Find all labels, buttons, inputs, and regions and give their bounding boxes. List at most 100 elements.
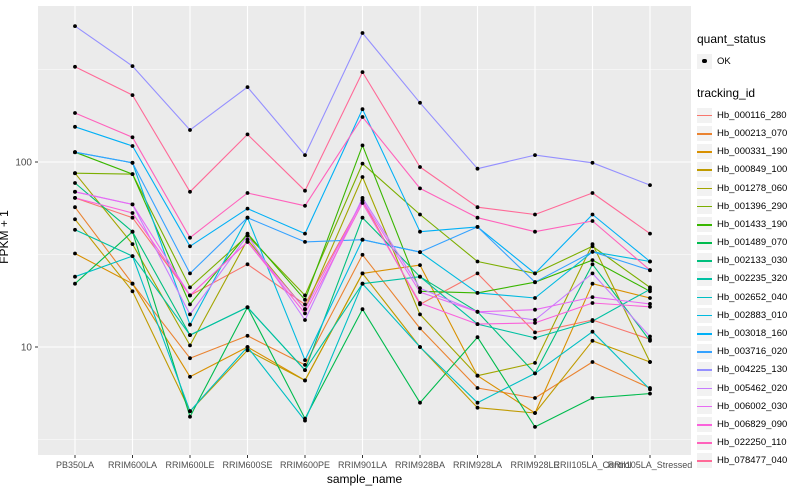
data-point: [188, 409, 192, 414]
data-point: [360, 281, 365, 286]
data-point: [245, 305, 250, 310]
data-point: [360, 161, 365, 166]
data-point: [188, 244, 192, 249]
data-point: [475, 405, 480, 410]
data-point: [245, 345, 250, 349]
data-point: [360, 201, 365, 205]
y-tick-label: 100: [15, 158, 32, 169]
data-point: [73, 281, 77, 286]
data-point: [188, 271, 192, 276]
legend-key-box: [697, 307, 712, 323]
x-tick-label: PB350LA: [56, 460, 94, 470]
legend-tracking-id-items: Hb_000116_280 Hb_000213_070 Hb_000331_190 H…: [697, 106, 797, 470]
legend-line-swatch-icon: [697, 314, 712, 317]
data-point: [648, 287, 652, 292]
legend-line-swatch-icon: [697, 132, 712, 135]
data-point: [73, 111, 77, 115]
legend-line-swatch-icon: [697, 260, 712, 262]
data-point: [130, 144, 135, 148]
legend-item-Hb_001489_070: Hb_001489_070: [697, 234, 797, 252]
data-point: [533, 318, 537, 322]
data-point: [245, 85, 250, 89]
y-axis-title: FPKM + 1: [0, 210, 11, 264]
data-point: [303, 297, 307, 302]
data-point: [73, 205, 77, 210]
data-point: [73, 181, 77, 185]
data-point: [188, 356, 192, 361]
legend-key-box: [697, 216, 712, 232]
data-point: [418, 263, 422, 267]
legend-item-Hb_022250_110: Hb_022250_110: [697, 434, 797, 452]
data-point: [303, 188, 307, 193]
data-point: [245, 132, 250, 137]
data-point: [418, 100, 422, 105]
legend-item-Hb_002883_010: Hb_002883_010: [697, 306, 797, 324]
legend-item-Hb_006829_090: Hb_006829_090: [697, 415, 797, 433]
data-point: [188, 343, 192, 348]
data-point: [475, 309, 480, 314]
legend-item-Hb_001433_190: Hb_001433_190: [697, 215, 797, 233]
legend-line-swatch-icon: [697, 205, 712, 208]
data-point: [648, 304, 652, 309]
data-point: [475, 259, 480, 264]
data-point: [648, 391, 652, 396]
legend-item-Hb_002652_040: Hb_002652_040: [697, 288, 797, 306]
legend-key-box: [697, 253, 712, 269]
data-point: [360, 143, 365, 148]
data-point: [590, 212, 595, 217]
data-point: [245, 240, 250, 244]
data-point: [303, 231, 307, 236]
data-point: [73, 64, 77, 69]
data-point: [590, 262, 595, 267]
data-point: [188, 285, 192, 290]
legend-line-swatch-icon: [697, 405, 712, 408]
data-point: [303, 240, 307, 244]
data-point: [303, 378, 307, 383]
data-point: [648, 268, 652, 273]
data-point: [360, 70, 365, 74]
x-tick-label: RRIM928LE: [510, 460, 559, 470]
data-point: [590, 160, 595, 165]
legend-item-label: Hb_005462_020: [717, 382, 788, 394]
data-point: [130, 172, 135, 177]
data-point: [188, 128, 192, 132]
data-point: [475, 205, 480, 210]
legend-key-box: [697, 125, 712, 141]
legend-item-Hb_005462_020: Hb_005462_020: [697, 379, 797, 397]
legend-line-swatch-icon: [697, 151, 712, 153]
legend-key-box: [697, 435, 712, 451]
data-point: [303, 358, 307, 362]
data-point: [418, 274, 422, 279]
data-point: [188, 189, 192, 194]
data-point: [303, 302, 307, 307]
plot-panel: [38, 6, 691, 455]
data-point: [130, 289, 135, 294]
data-point: [360, 198, 365, 203]
data-point: [418, 165, 422, 169]
data-point: [188, 293, 192, 298]
data-point: [648, 296, 652, 300]
data-point: [590, 271, 595, 276]
data-point: [418, 186, 422, 191]
data-point: [475, 215, 480, 220]
data-point: [418, 345, 422, 349]
data-point: [245, 348, 250, 353]
data-point: [475, 400, 480, 405]
legend-key-box: [697, 180, 712, 196]
legend-item-label: Hb_006829_090: [717, 418, 788, 430]
legend-item-label: Hb_001489_070: [717, 237, 788, 249]
legend-key-box: [697, 362, 712, 378]
data-point: [475, 322, 480, 326]
legend-key-box: [697, 326, 712, 342]
legend-line-swatch-icon: [697, 423, 712, 426]
data-point: [188, 302, 192, 307]
data-point: [648, 231, 652, 236]
data-point: [533, 280, 537, 285]
legend-item-Hb_003716_020: Hb_003716_020: [697, 343, 797, 361]
data-point: [648, 338, 652, 343]
legend-item-label: Hb_022250_110: [717, 437, 787, 449]
legend-item-label: Hb_002235_320: [717, 273, 788, 285]
data-point: [245, 206, 250, 211]
legend-line-swatch-icon: [697, 278, 712, 281]
legend-item-Hb_004225_130: Hb_004225_130: [697, 361, 797, 379]
